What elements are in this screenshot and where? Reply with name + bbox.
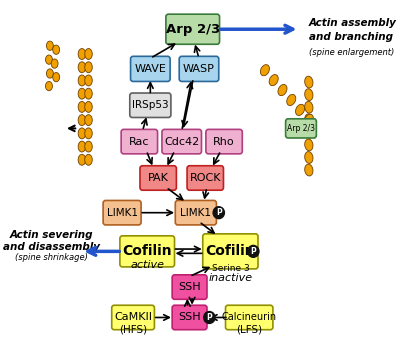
FancyBboxPatch shape <box>103 200 141 225</box>
Ellipse shape <box>305 76 313 88</box>
Text: Rho: Rho <box>213 137 235 147</box>
FancyBboxPatch shape <box>112 305 154 330</box>
Text: P: P <box>216 208 222 217</box>
Text: Cofilin: Cofilin <box>206 244 255 258</box>
Text: ROCK: ROCK <box>190 173 221 183</box>
Ellipse shape <box>78 88 86 99</box>
Text: Rac: Rac <box>129 137 150 147</box>
Text: P: P <box>250 247 256 256</box>
Ellipse shape <box>46 81 52 91</box>
FancyBboxPatch shape <box>206 129 242 154</box>
Ellipse shape <box>78 49 86 59</box>
Ellipse shape <box>78 141 86 152</box>
FancyBboxPatch shape <box>226 305 273 330</box>
Ellipse shape <box>78 154 86 165</box>
Ellipse shape <box>296 104 304 116</box>
Text: (spine shrinkage): (spine shrinkage) <box>15 254 88 263</box>
Text: LIMK1: LIMK1 <box>106 208 138 218</box>
Ellipse shape <box>305 89 313 101</box>
FancyBboxPatch shape <box>162 129 202 154</box>
FancyBboxPatch shape <box>130 93 171 118</box>
Text: Cofilin: Cofilin <box>122 244 172 258</box>
FancyBboxPatch shape <box>172 275 207 299</box>
Text: Arp 2/3: Arp 2/3 <box>287 124 315 133</box>
Ellipse shape <box>278 84 287 96</box>
FancyBboxPatch shape <box>175 200 216 225</box>
FancyBboxPatch shape <box>179 56 219 81</box>
Text: Calcineurin: Calcineurin <box>222 312 277 322</box>
Ellipse shape <box>305 101 313 113</box>
Ellipse shape <box>46 41 53 50</box>
Text: P: P <box>206 313 212 322</box>
Text: SSH: SSH <box>178 282 201 292</box>
Ellipse shape <box>305 126 313 138</box>
Text: Serine 3: Serine 3 <box>212 264 249 273</box>
Text: WAVE: WAVE <box>134 64 166 74</box>
Ellipse shape <box>85 128 92 139</box>
FancyBboxPatch shape <box>172 305 207 330</box>
Ellipse shape <box>305 139 313 151</box>
Ellipse shape <box>287 94 296 105</box>
FancyBboxPatch shape <box>130 56 170 81</box>
Ellipse shape <box>78 128 86 139</box>
FancyBboxPatch shape <box>121 129 158 154</box>
Ellipse shape <box>53 73 60 82</box>
Ellipse shape <box>85 49 92 59</box>
Ellipse shape <box>305 114 313 126</box>
Ellipse shape <box>85 75 92 86</box>
Text: WASP: WASP <box>183 64 215 74</box>
Ellipse shape <box>53 45 60 54</box>
FancyBboxPatch shape <box>286 119 316 138</box>
Ellipse shape <box>305 164 313 176</box>
Ellipse shape <box>260 65 270 76</box>
Circle shape <box>204 312 215 323</box>
Ellipse shape <box>85 154 92 165</box>
Text: and branching: and branching <box>309 32 393 43</box>
Ellipse shape <box>78 75 86 86</box>
Text: (LFS): (LFS) <box>236 324 262 334</box>
Ellipse shape <box>46 69 53 78</box>
FancyBboxPatch shape <box>140 166 176 190</box>
Ellipse shape <box>85 141 92 152</box>
FancyBboxPatch shape <box>187 166 224 190</box>
Circle shape <box>213 207 224 219</box>
Text: IRSp53: IRSp53 <box>132 100 169 110</box>
Ellipse shape <box>85 101 92 112</box>
Text: Arp 2/3: Arp 2/3 <box>166 23 220 36</box>
Text: Actin severing: Actin severing <box>10 230 93 240</box>
Text: (HFS): (HFS) <box>119 324 147 334</box>
Ellipse shape <box>269 75 278 86</box>
Ellipse shape <box>85 88 92 99</box>
Ellipse shape <box>78 115 86 126</box>
Text: SSH: SSH <box>178 312 201 322</box>
Ellipse shape <box>85 62 92 73</box>
FancyBboxPatch shape <box>166 14 220 44</box>
FancyBboxPatch shape <box>120 236 174 267</box>
Text: Cdc42: Cdc42 <box>164 137 199 147</box>
Text: active: active <box>130 260 164 270</box>
Text: and disassembly: and disassembly <box>3 242 100 252</box>
Circle shape <box>248 245 259 257</box>
Text: LIMK1: LIMK1 <box>180 208 211 218</box>
Ellipse shape <box>51 59 58 68</box>
FancyBboxPatch shape <box>203 234 258 269</box>
Text: inactive: inactive <box>208 273 252 283</box>
Text: Actin assembly: Actin assembly <box>309 18 397 28</box>
Ellipse shape <box>304 114 313 125</box>
Ellipse shape <box>305 151 313 163</box>
Ellipse shape <box>78 101 86 112</box>
Text: CaMKII: CaMKII <box>114 312 152 322</box>
Text: PAK: PAK <box>148 173 169 183</box>
Text: (spine enlargement): (spine enlargement) <box>309 48 394 57</box>
Ellipse shape <box>46 55 52 64</box>
Ellipse shape <box>85 115 92 126</box>
Ellipse shape <box>78 62 86 73</box>
